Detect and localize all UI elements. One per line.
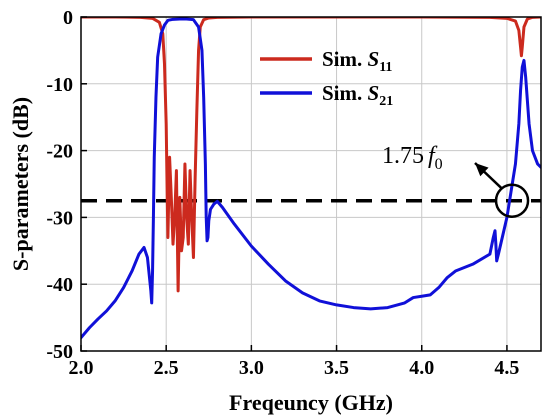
x-axis-title: Freqeuncy (GHz)	[229, 390, 393, 415]
y-axis-ticks: 0 -10 -20 -30 -40 -50	[46, 7, 87, 363]
legend-label: Sim. S11	[322, 47, 392, 75]
series-line-s11	[81, 17, 541, 293]
y-tick-label: -40	[46, 274, 73, 296]
annotation-arrow-head	[475, 163, 489, 177]
x-tick-label: 2.5	[154, 357, 179, 379]
x-tick-label: 4.0	[409, 357, 434, 379]
annotation-layer: 1.75 f0	[382, 143, 530, 218]
x-tick-label: 2.0	[69, 357, 94, 379]
x-tick-label: 3.0	[239, 357, 264, 379]
annotation-circle	[494, 183, 530, 218]
legend-label: Sim. S21	[322, 81, 393, 109]
series-line-s21	[81, 17, 541, 340]
annotation-label: 1.75 f0	[382, 143, 443, 173]
y-tick-label: -10	[46, 74, 73, 96]
x-axis-ticks: 2.0 2.5 3.0 3.5 4.0 4.5	[69, 345, 519, 379]
y-tick-label: -50	[46, 341, 73, 363]
plot-area	[81, 17, 541, 351]
legend: Sim. S11 Sim. S21	[260, 47, 393, 109]
y-tick-label: -30	[46, 207, 73, 229]
plot-frame	[80, 16, 542, 352]
y-tick-label: -20	[46, 141, 73, 163]
series-layer	[81, 17, 541, 340]
y-axis-title: S-parameters (dB)	[8, 97, 33, 271]
x-tick-label: 4.5	[494, 357, 519, 379]
y-tick-label: 0	[63, 7, 73, 29]
x-tick-label: 3.5	[324, 357, 349, 379]
